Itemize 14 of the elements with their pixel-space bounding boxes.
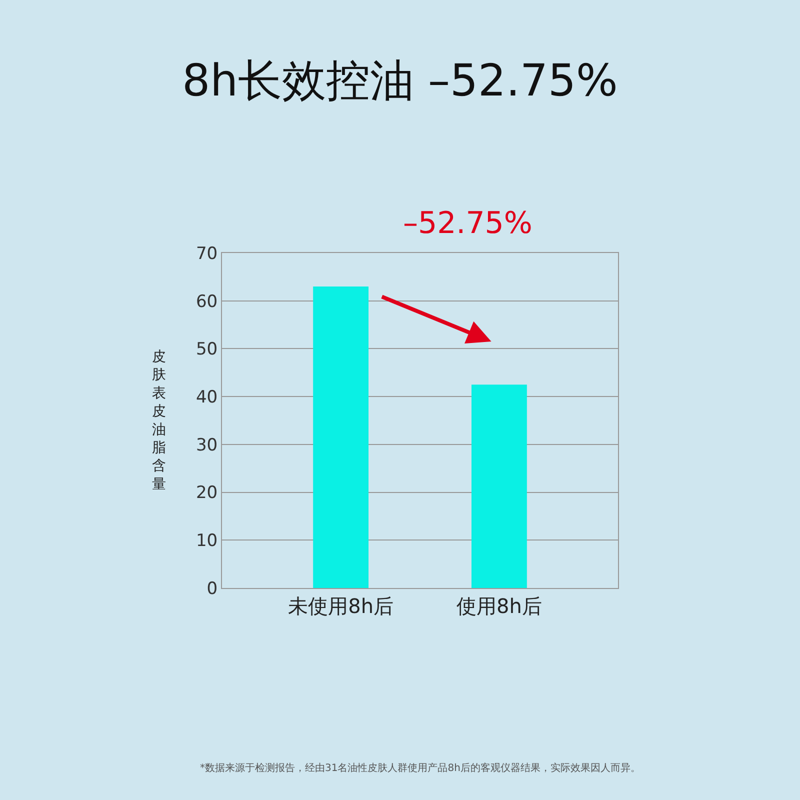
y-tick-label: 0 [206,578,218,599]
y-tick-label: 70 [196,244,218,264]
text: –52.75% [403,206,532,241]
y-tick-label: 60 [196,292,218,312]
x-tick-label: 未使用8h后 [288,594,394,618]
chart-title: 8h长效控油 –52.75% [182,55,618,106]
text: *数据来源于检测报告，经由31名油性皮肤人群使用产品8h后的客观仪器结果，实际效果因人而异。 [200,762,640,774]
y-tick-label: 10 [196,531,218,552]
y-tick-label: 40 [196,388,218,408]
y-tick-label: 20 [196,483,218,504]
y-tick-label: 30 [196,435,218,456]
y-tick-label: 50 [196,340,218,360]
y-axis-title: 皮肤表皮油脂含量 [152,349,166,492]
x-tick-label: 使用8h后 [456,594,542,618]
